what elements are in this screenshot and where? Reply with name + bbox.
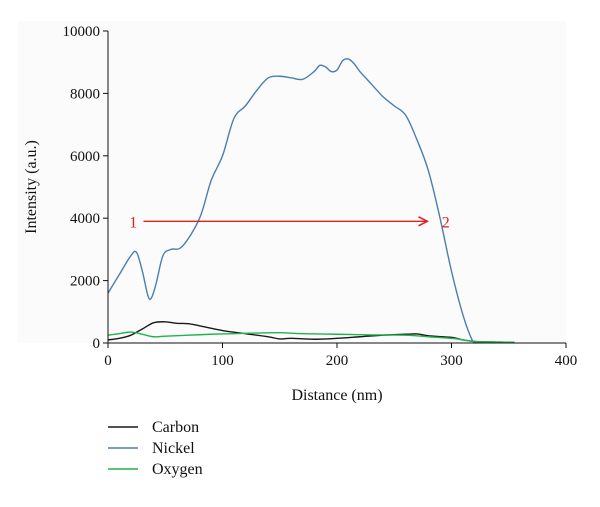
x-tick-label: 100 bbox=[211, 353, 234, 369]
series-carbon-line bbox=[107, 321, 515, 344]
plot-area bbox=[18, 21, 566, 343]
x-tick-label: 400 bbox=[555, 353, 578, 369]
legend-label-carbon: Carbon bbox=[152, 419, 199, 436]
y-tick-label: 10000 bbox=[63, 24, 101, 40]
x-tick-label: 200 bbox=[326, 353, 349, 369]
y-tick-label: 4000 bbox=[70, 211, 100, 227]
y-axis-title: Intensity (a.u.) bbox=[23, 140, 40, 234]
series-layer bbox=[107, 58, 515, 344]
x-axis-title: Distance (nm) bbox=[291, 387, 382, 404]
legend: Carbon Nickel Oxygen bbox=[108, 419, 203, 478]
x-tick-label: 0 bbox=[104, 353, 112, 369]
annotation-label-1: 1 bbox=[129, 214, 137, 231]
y-tick-label: 6000 bbox=[70, 149, 100, 165]
y-tick-label: 8000 bbox=[70, 86, 100, 102]
series-nickel-line bbox=[107, 58, 478, 344]
annotation-label-2: 2 bbox=[442, 214, 450, 231]
axes bbox=[103, 30, 567, 348]
y-tick-label: 0 bbox=[93, 336, 101, 352]
series-oxygen-line bbox=[107, 331, 515, 344]
legend-label-oxygen: Oxygen bbox=[152, 461, 203, 478]
legend-label-nickel: Nickel bbox=[152, 440, 195, 457]
plot-background bbox=[18, 21, 566, 343]
x-tick-label: 300 bbox=[440, 353, 463, 369]
y-tick-label: 2000 bbox=[70, 274, 100, 290]
